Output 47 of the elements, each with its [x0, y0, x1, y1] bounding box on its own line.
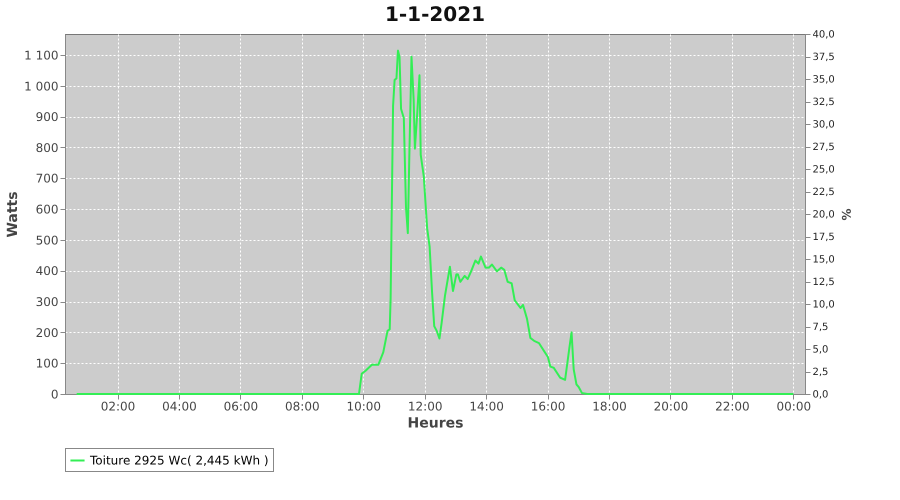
y2-tick-label: 12,5 — [812, 277, 835, 288]
x-tick-label: 16:00 — [530, 400, 566, 414]
chart-title: 1-1-2021 — [384, 2, 486, 26]
y-tick-label: 900 — [36, 110, 58, 124]
y-tick-label: 500 — [36, 233, 58, 248]
y-tick-label: 0 — [50, 388, 58, 402]
y-tick-label: 100 — [36, 356, 58, 371]
y2-tick-label: 20,0 — [812, 210, 835, 220]
x-tick-label: 08:00 — [285, 400, 320, 414]
x-tick-label: 22:00 — [715, 400, 750, 414]
x-tick-label: 12:00 — [408, 400, 443, 414]
y2-tick-label: 37,5 — [812, 52, 835, 63]
y2-tick-label: 32,5 — [812, 97, 835, 108]
y2-tick-label: 2,5 — [812, 367, 828, 378]
y2-tick-label: 30,0 — [812, 120, 835, 130]
y2-axis-title: % — [838, 208, 853, 221]
y2-tick-label: 17,5 — [812, 232, 835, 243]
x-tick-label: 10:00 — [346, 400, 382, 414]
line-series — [76, 50, 794, 395]
y-tick-label: 1 000 — [24, 79, 58, 94]
y2-tick-label: 5,0 — [812, 344, 828, 356]
y-axis-title: Watts — [5, 191, 22, 238]
y2-tick-label: 10,0 — [812, 300, 835, 310]
y-tick-label: 1 100 — [24, 48, 58, 62]
x-tick-label: 14:00 — [469, 400, 504, 414]
x-tick-label: 04:00 — [162, 400, 197, 414]
y-tick-label: 200 — [36, 326, 58, 340]
y2-tick-label: 40,0 — [812, 30, 835, 40]
y-tick-label: 800 — [36, 140, 58, 155]
x-tick-label: 06:00 — [224, 400, 258, 414]
y2-tick-label: 25,0 — [812, 164, 835, 176]
x-tick-label: 02:00 — [100, 400, 136, 414]
x-tick-label: 20:00 — [654, 400, 688, 414]
x-tick-label: 18:00 — [592, 400, 627, 414]
y2-tick-label: 27,5 — [812, 142, 835, 153]
y2-tick-label: 22,5 — [812, 187, 835, 198]
y-tick-label: 400 — [36, 264, 58, 278]
y2-tick-label: 7,5 — [812, 322, 828, 333]
y-tick-label: 600 — [36, 202, 58, 217]
y2-tick-label: 0,0 — [812, 390, 828, 400]
y2-tick-label: 15,0 — [812, 254, 835, 266]
y-tick-label: 300 — [36, 295, 58, 310]
y2-tick-label: 35,0 — [812, 74, 835, 86]
x-axis-title: Heures — [408, 416, 464, 432]
x-tick-label: 00:00 — [776, 400, 812, 414]
y-tick-label: 700 — [36, 172, 58, 186]
legend-label: Toiture 2925 Wc( 2,445 kWh ) — [89, 454, 269, 468]
